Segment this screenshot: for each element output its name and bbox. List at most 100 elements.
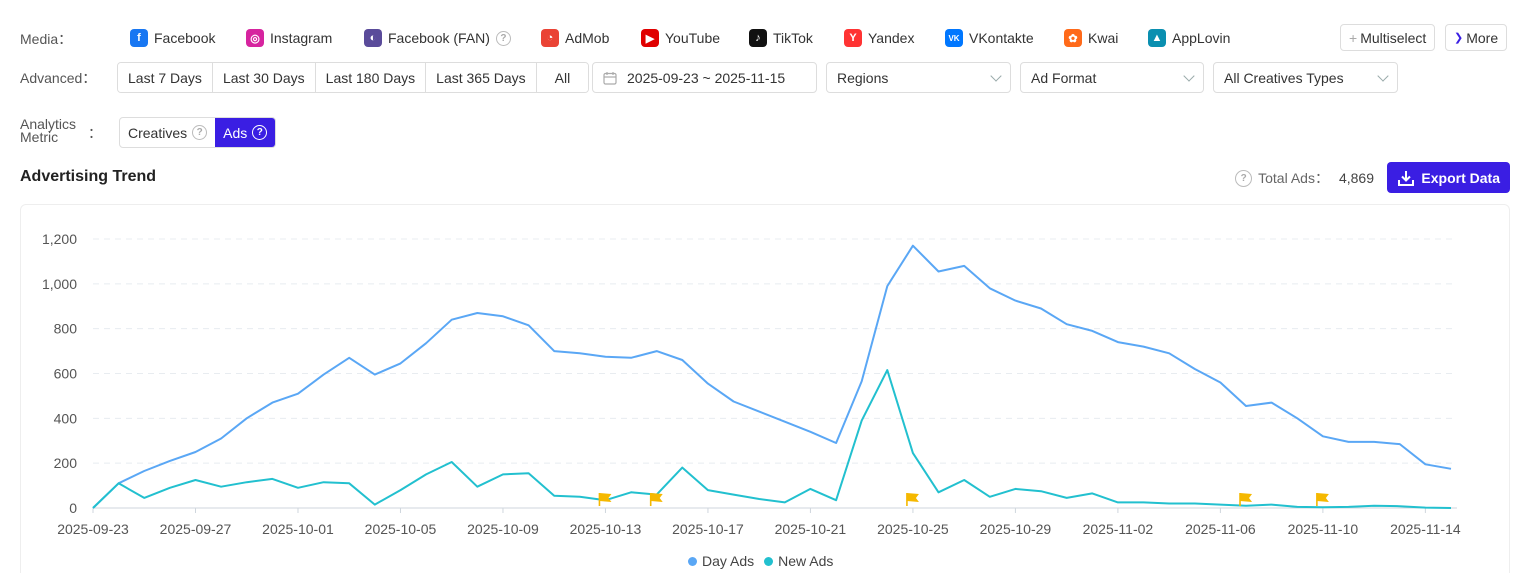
help-icon[interactable]: ? [495, 30, 511, 46]
media-item-label: VKontakte [969, 30, 1034, 46]
chevron-down-icon [1183, 69, 1195, 82]
vkontakte-icon: VK [945, 29, 963, 47]
series-line-day-ads [92, 244, 1452, 509]
date-range-picker[interactable]: 2025-09-23 ~ 2025-11-15 [592, 62, 817, 93]
advertising-trend-title: Advertising Trend [20, 168, 157, 185]
metric-ads-option[interactable]: Ads ? [215, 118, 276, 147]
flag-marker-icon [1239, 493, 1253, 506]
x-tick-label: 2025-11-10 [1288, 521, 1359, 537]
metric-toggle: Creatives ? Ads ? [119, 117, 277, 148]
kwai-icon: ✿ [1064, 29, 1082, 47]
range-last-30-days[interactable]: Last 30 Days [212, 63, 316, 92]
x-tick-label: 2025-10-13 [570, 521, 642, 537]
media-item-facebook[interactable]: f Facebook [130, 29, 215, 47]
regions-value: Regions [837, 69, 889, 86]
media-item-label: Facebook [154, 30, 216, 46]
help-icon[interactable]: ? [252, 125, 268, 140]
x-tick-label: 2025-10-21 [775, 521, 847, 537]
legend-item-day-ads[interactable]: Day Ads [688, 553, 754, 569]
legend-dot-day-ads [688, 556, 697, 566]
y-tick-label: 600 [54, 366, 78, 382]
media-item-youtube[interactable]: ▶ YouTube [641, 29, 720, 47]
media-item-instagram[interactable]: ◎ Instagram [246, 29, 332, 47]
chevron-down-icon [990, 69, 1002, 82]
legend-dot-new-ads [764, 556, 774, 566]
analytics-metric-label: Analytics Metric [20, 117, 76, 145]
x-tick-label: 2025-09-27 [160, 521, 232, 537]
flag-marker-icon [598, 493, 612, 506]
media-item-label: Instagram [270, 30, 333, 46]
chevron-down-icon [1377, 69, 1389, 82]
help-icon[interactable]: ? [1235, 169, 1253, 187]
x-tick-label: 2025-10-25 [877, 521, 949, 537]
multiselect-button[interactable]: + Multiselect [1340, 24, 1436, 51]
media-item-vkontakte[interactable]: VK VKontakte [945, 29, 1034, 47]
x-tick-label: 2025-10-09 [467, 521, 539, 537]
analytics-metric-colon: ： [88, 125, 102, 141]
flag-cloth [1240, 493, 1253, 502]
facebook-fan-icon: ◐ [364, 29, 382, 47]
flag-cloth [906, 493, 919, 502]
media-item-label: AdMob [565, 30, 610, 46]
y-tick-label: 0 [69, 500, 77, 516]
multiselect-label: Multiselect [1360, 29, 1427, 46]
y-tick-label: 1,200 [42, 231, 77, 247]
flag-cloth [1316, 493, 1329, 502]
more-button[interactable]: ❯ More [1445, 24, 1508, 51]
metric-ads-label: Ads [223, 124, 248, 141]
creative-types-select[interactable]: All Creatives Types [1213, 62, 1398, 93]
flag-cloth [599, 493, 612, 502]
applovin-icon: ▲ [1148, 29, 1166, 47]
tiktok-icon: ♪ [749, 29, 767, 47]
media-item-admob[interactable]: ◔ AdMob [541, 29, 609, 47]
total-ads-label: Total Ads： [1258, 170, 1329, 186]
legend-item-new-ads[interactable]: New Ads [764, 553, 833, 569]
legend-label-day-ads: Day Ads [702, 553, 755, 569]
x-tick-label: 2025-10-01 [262, 521, 334, 537]
regions-select[interactable]: Regions [826, 62, 1011, 93]
flag-marker-icon [1316, 493, 1329, 506]
metric-creatives-option[interactable]: Creatives ? [120, 118, 215, 147]
series-line-new-ads [92, 369, 1452, 509]
flag-marker-icon [906, 493, 919, 506]
media-item-applovin[interactable]: ▲ AppLovin [1148, 29, 1230, 47]
facebook-icon: f [130, 29, 148, 47]
y-tick-label: 200 [54, 455, 78, 471]
x-tick-label: 2025-10-29 [980, 521, 1052, 537]
advanced-filter-row: Advanced： Last 7 Days Last 30 Days Last … [0, 62, 1518, 93]
x-tick-label: 2025-10-05 [365, 521, 437, 537]
yandex-icon: Y [844, 29, 862, 47]
media-item-facebook-fan[interactable]: ◐ Facebook (FAN)? [364, 29, 511, 47]
export-data-button[interactable]: Export Data [1387, 162, 1510, 193]
x-tick-label: 2025-11-02 [1083, 521, 1154, 537]
media-item-tiktok[interactable]: ♪ TikTok [749, 29, 813, 47]
help-icon[interactable]: ? [192, 125, 208, 140]
instagram-icon: ◎ [246, 29, 264, 47]
media-item-kwai[interactable]: ✿ Kwai [1064, 29, 1118, 47]
download-icon [1398, 170, 1415, 186]
date-range-presets: Last 7 Days Last 30 Days Last 180 Days L… [117, 62, 590, 93]
range-last-180-days[interactable]: Last 180 Days [315, 63, 427, 92]
media-item-label: Kwai [1088, 30, 1119, 46]
flag-cloth [650, 493, 663, 502]
x-tick-label: 2025-10-17 [672, 521, 744, 537]
flag-marker-icon [649, 493, 663, 506]
media-item-yandex[interactable]: Y Yandex [844, 29, 914, 47]
range-all[interactable]: All [536, 63, 589, 92]
range-last-365-days[interactable]: Last 365 Days [426, 63, 537, 92]
media-item-label: TikTok [773, 30, 813, 46]
media-item-label: Yandex [868, 30, 915, 46]
youtube-icon: ▶ [641, 29, 659, 47]
analytics-metric-row: Analytics Metric ： Creatives ? Ads ? [0, 117, 1518, 148]
y-tick-label: 800 [54, 321, 78, 337]
more-label: More [1466, 29, 1499, 46]
trend-chart-svg: 0 200 400 600 800 1,000 1,200 2025-09-23 2025-09… [42, 231, 1461, 537]
y-tick-label: 400 [54, 410, 78, 426]
analytics-metric-label-line2: Metric [20, 129, 59, 145]
ad-format-select[interactable]: Ad Format [1020, 62, 1204, 93]
range-last-7-days[interactable]: Last 7 Days [118, 63, 213, 92]
x-tick-label: 2025-11-06 [1185, 521, 1256, 537]
media-item-label: YouTube [665, 30, 721, 46]
media-item-label: Facebook (FAN) [388, 30, 490, 46]
media-item-label: AppLovin [1172, 30, 1231, 46]
